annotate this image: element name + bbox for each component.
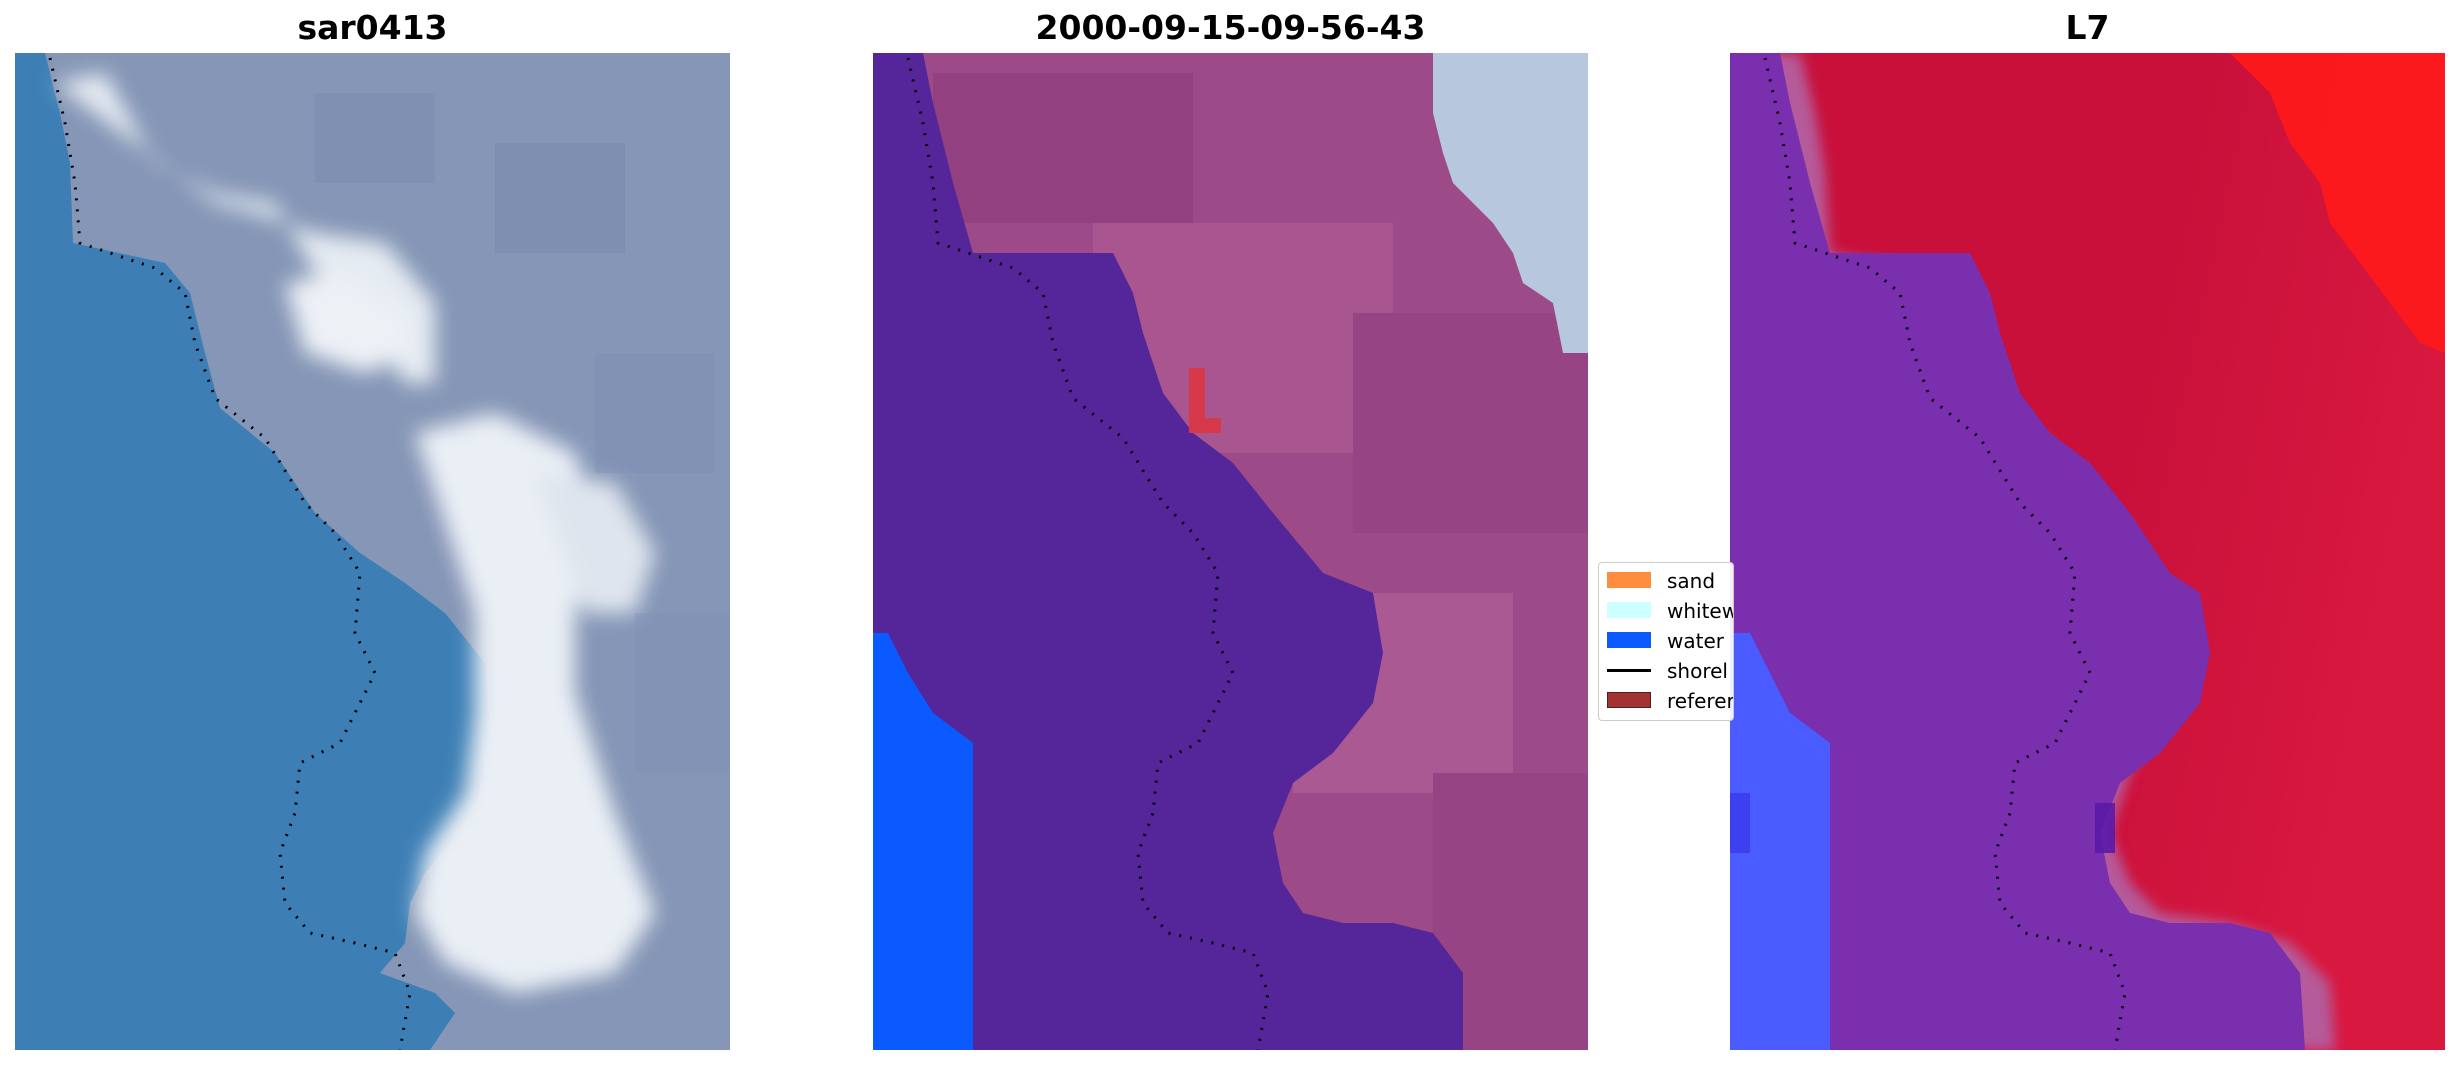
- ocean-area: [15, 53, 490, 1050]
- whitewater-swatch: [1607, 602, 1651, 618]
- legend-item-sand: sand: [1607, 567, 1733, 593]
- panel-title-classification: 2000-09-15-09-56-43: [1035, 8, 1426, 47]
- index-map: [1730, 53, 2445, 1050]
- legend-item-water: water: [1607, 627, 1733, 653]
- legend-item-reference: referer: [1607, 687, 1734, 713]
- shoreline-line-swatch: [1607, 669, 1651, 672]
- rgb-satellite-image: [15, 53, 730, 1050]
- legend-label-sand: sand: [1667, 569, 1716, 593]
- reference-swatch: [1607, 692, 1651, 708]
- legend-label-shoreline: shorel: [1667, 659, 1728, 683]
- panel-title-index: L7: [2065, 8, 2110, 47]
- legend: sand whitew water shorel referer: [1598, 562, 1734, 721]
- shoreline: [48, 57, 412, 1050]
- high-index-corner: [2230, 53, 2445, 353]
- legend-label-water: water: [1667, 629, 1724, 653]
- legend-label-whitewater: whitew: [1667, 599, 1734, 623]
- open-water-index: [1730, 633, 1830, 1050]
- sand-swatch: [1607, 572, 1651, 588]
- water-swatch: [1607, 632, 1651, 648]
- water-class: [873, 633, 973, 1050]
- cloud-texture: [315, 93, 730, 773]
- surf-zone: [55, 73, 655, 993]
- shoreline: [906, 57, 1270, 1050]
- water-index: [1730, 53, 2305, 1050]
- legend-label-reference: referer: [1667, 689, 1734, 713]
- whitewater-class: [1433, 53, 1588, 353]
- water-body-class: [873, 53, 1463, 1050]
- classification-map: [873, 53, 1588, 1050]
- legend-item-shoreline: shorel: [1607, 657, 1733, 683]
- reference-class: [1189, 368, 1221, 433]
- legend-item-whitewater: whitew: [1607, 597, 1734, 623]
- panel-title-rgb: sar0413: [297, 8, 448, 47]
- shoreline: [1763, 57, 2127, 1050]
